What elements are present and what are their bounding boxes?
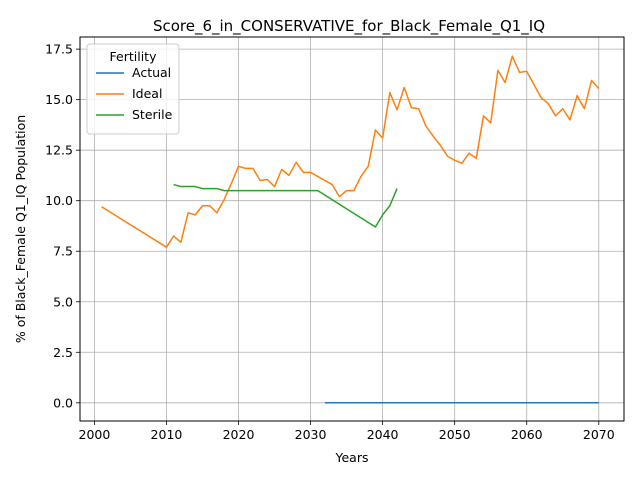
series-line-ideal [101,55,600,248]
y-tick-label: 5.0 [53,294,73,309]
series-line-sterile [173,183,398,228]
x-tick-label: 2020 [223,427,255,442]
legend-label-sterile: Sterile [132,107,173,122]
plot-area-frame [79,36,625,422]
y-tick-label: 0.0 [53,395,73,410]
x-tick-label: 2050 [439,427,471,442]
axis-ticks: 2000 2010 2020 2030 2040 2050 2060 2070 0.0 2.5 5.… [45,42,615,442]
legend-title: Fertility [110,49,158,64]
chart-title: Score_6_in_CONSERVATIVE_for_Black_Female… [153,17,545,36]
legend: Fertility Actual Ideal Sterile [86,43,180,135]
y-tick-label: 10.0 [45,193,73,208]
y-tick-label: 12.5 [45,143,73,158]
series-lines [101,55,600,404]
legend-label-ideal: Ideal [132,86,162,101]
x-tick-label: 2070 [583,427,615,442]
y-tick-label: 15.0 [45,92,73,107]
x-tick-label: 2010 [151,427,183,442]
x-tick-label: 2000 [79,427,111,442]
y-tick-label: 2.5 [53,345,73,360]
y-tick-label: 17.5 [45,42,73,57]
x-tick-label: 2060 [511,427,543,442]
x-tick-label: 2040 [367,427,399,442]
legend-box [86,43,180,135]
y-tick-label: 7.5 [53,244,73,259]
x-axis-label: Years [335,450,369,465]
legend-label-actual: Actual [132,65,171,80]
x-tick-label: 2030 [295,427,327,442]
y-axis-label: % of Black_Female Q1_IQ Population [13,115,28,343]
grid-lines [80,37,624,421]
